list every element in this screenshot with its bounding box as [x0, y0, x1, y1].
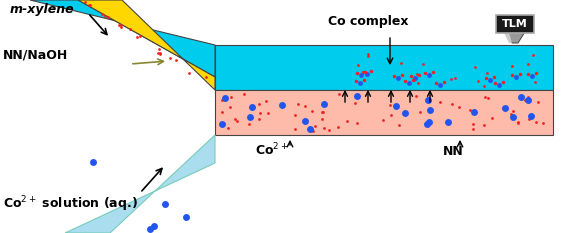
Text: Co complex: Co complex — [328, 15, 408, 28]
Text: Co$^{2+}$: Co$^{2+}$ — [255, 141, 289, 158]
Polygon shape — [30, 0, 215, 77]
Polygon shape — [215, 45, 553, 90]
Polygon shape — [78, 0, 215, 90]
Polygon shape — [497, 19, 512, 43]
Polygon shape — [497, 19, 533, 43]
Text: NN/NaOH: NN/NaOH — [3, 49, 68, 62]
Text: Co$^{2+}$ solution (aq.): Co$^{2+}$ solution (aq.) — [3, 194, 138, 214]
Text: NN: NN — [443, 145, 463, 158]
Text: TLM: TLM — [502, 19, 528, 29]
Text: m-xylene: m-xylene — [10, 3, 75, 16]
FancyBboxPatch shape — [496, 15, 534, 33]
Polygon shape — [215, 90, 553, 135]
Polygon shape — [65, 135, 215, 233]
